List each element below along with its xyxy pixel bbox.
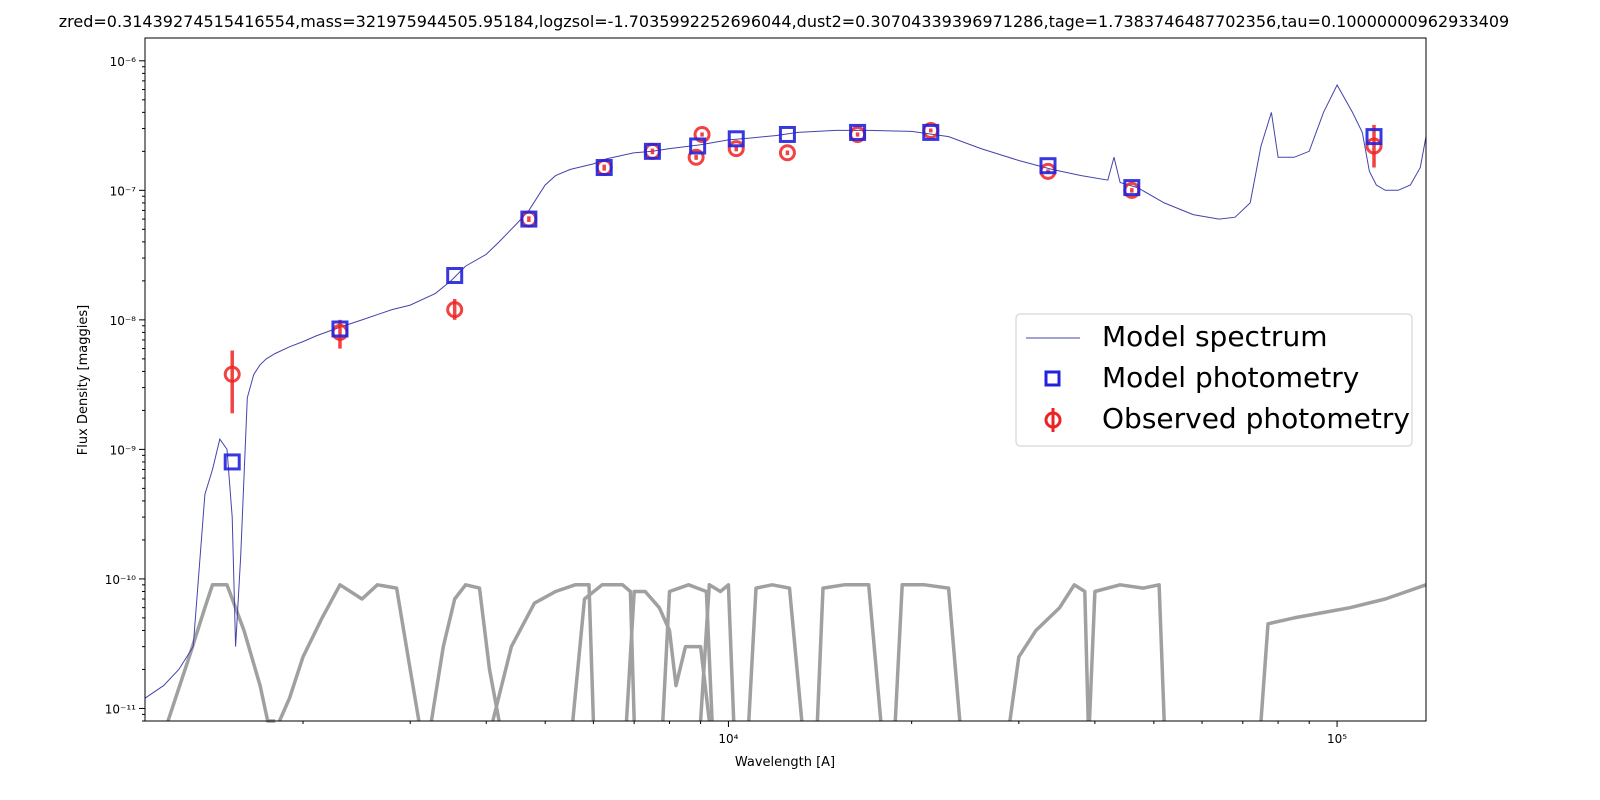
legend-model-photometry-swatch: [1044, 370, 1061, 387]
model-photometry-point-1: [331, 320, 349, 338]
filter-curve-11: [1008, 583, 1090, 722]
model-photometry-point-9: [849, 123, 867, 141]
chart-title: zred=0.31439274515416554,mass=3219759445…: [59, 12, 1509, 31]
model-photometry-points: [223, 123, 1383, 471]
x-axis-label: Wavelength [A]: [735, 755, 835, 770]
model-photometry-point-12: [1123, 179, 1141, 197]
observed-point-14: [1365, 124, 1383, 168]
x-tick-label-0: 10⁴: [718, 732, 738, 746]
observed-point-2: [446, 298, 464, 320]
model-photometry-point-5: [643, 142, 661, 160]
filter-curve-5: [624, 589, 712, 722]
filter-curve-2: [429, 583, 501, 722]
y-tick-label-3: 10⁻⁸: [110, 314, 137, 328]
filter-curve-10: [893, 583, 962, 722]
legend-label-model-spectrum: Model spectrum: [1102, 320, 1327, 353]
legend-box: [1015, 313, 1413, 447]
y-axis-ticks: 10⁻¹¹ 10⁻¹⁰ 10⁻⁹ 10⁻⁸ 10⁻⁷ 10⁻⁶: [105, 55, 145, 722]
model-photometry-point-3: [520, 210, 538, 228]
y-tick-label-5: 10⁻⁶: [110, 55, 137, 69]
observed-point-3: [520, 210, 538, 228]
y-axis-label: Flux Density [maggies]: [76, 305, 91, 455]
model-photometry-point-6: [689, 137, 707, 155]
observed-point-8: [727, 140, 745, 158]
legend-label-observed-photometry: Observed photometry: [1102, 402, 1410, 435]
model-spectrum-line: [144, 83, 1427, 699]
y-tick-label-0: 10⁻¹¹: [105, 702, 136, 716]
observed-point-0: [223, 350, 241, 414]
observed-point-6: [687, 148, 705, 166]
filter-curve-8: [747, 583, 804, 722]
x-axis-ticks: 10⁴ 10⁵: [302, 721, 1347, 746]
filter-curves: [166, 583, 1427, 723]
observed-point-9: [778, 144, 796, 162]
x-tick-label-1: 10⁵: [1327, 732, 1347, 746]
model-spectrum-path: [144, 83, 1427, 699]
filter-curve-4: [571, 583, 636, 722]
observed-point-7: [693, 125, 711, 143]
plot-frame: [144, 37, 1427, 722]
y-tick-label-4: 10⁻⁷: [110, 184, 137, 198]
model-photometry-point-7: [727, 130, 745, 148]
legend-observed-photometry-swatch: [1044, 408, 1062, 432]
y-tick-label-2: 10⁻⁹: [110, 443, 137, 457]
model-photometry-point-13: [1365, 128, 1383, 146]
filter-curve-7: [698, 583, 736, 722]
y-tick-label-1: 10⁻¹⁰: [105, 573, 136, 587]
model-photometry-point-10: [922, 123, 940, 141]
filter-curve-9: [815, 583, 883, 722]
legend: Model spectrum Model photometry Observed…: [1015, 313, 1413, 447]
filter-curve-3: [491, 583, 596, 722]
model-photometry-point-0: [223, 453, 241, 471]
filter-curve-13: [1259, 583, 1427, 722]
model-photometry-point-8: [778, 125, 796, 143]
filter-curve-12: [1087, 583, 1166, 722]
model-photometry-point-11: [1039, 157, 1057, 175]
filter-curve-0: [166, 583, 276, 723]
observed-point-4: [595, 159, 613, 177]
observed-point-1: [331, 319, 349, 349]
model-photometry-point-2: [446, 267, 464, 285]
legend-label-model-photometry: Model photometry: [1102, 361, 1359, 394]
filter-curve-6: [661, 583, 714, 722]
filter-curve-1: [277, 583, 421, 722]
model-photometry-point-4: [595, 159, 613, 177]
